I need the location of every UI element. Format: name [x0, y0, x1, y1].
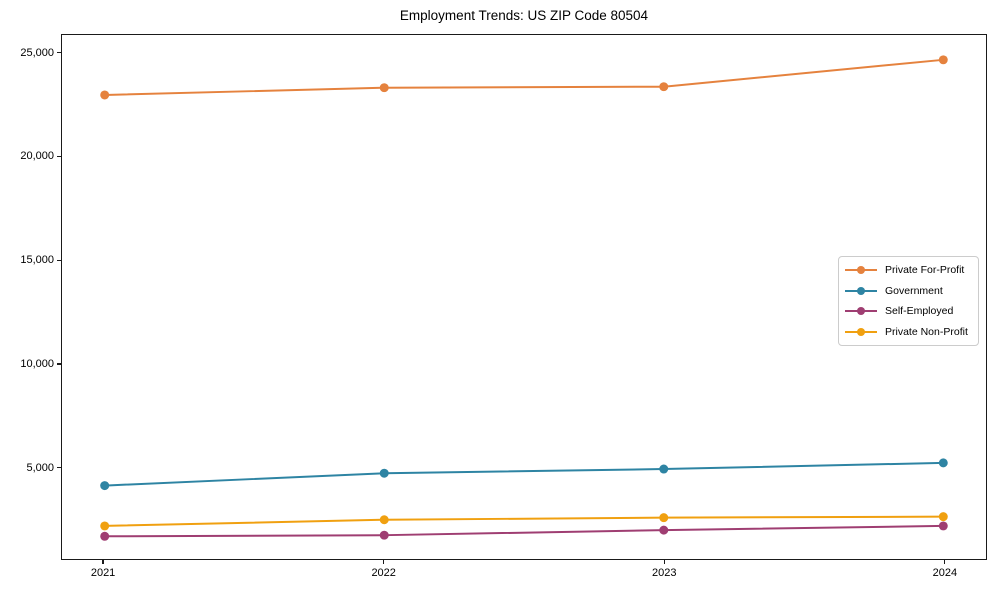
data-point [659, 82, 669, 92]
y-tick-mark [57, 259, 61, 261]
data-point [379, 530, 389, 540]
legend-item: Private Non-Profit [845, 322, 972, 343]
data-point [100, 531, 110, 541]
series-line [104, 461, 944, 487]
x-tick-mark [944, 560, 946, 564]
y-tick-label: 25,000 [20, 46, 54, 59]
legend-label: Private For-Profit [885, 264, 965, 277]
data-point [938, 55, 948, 65]
y-tick-label: 10,000 [20, 357, 54, 370]
data-point [659, 525, 669, 535]
legend-label: Government [885, 284, 943, 297]
y-tick-mark [57, 155, 61, 157]
y-tick-mark [57, 52, 61, 54]
chart-title: Employment Trends: US ZIP Code 80504 [399, 8, 649, 23]
plot-area: Private For-Profit Government Self-Employe… [61, 34, 987, 560]
x-tick-label: 2023 [652, 567, 677, 579]
legend-label: Private Non-Profit [885, 325, 968, 338]
data-point [100, 90, 110, 100]
legend-line-marker-icon [845, 265, 877, 275]
data-point [938, 458, 948, 468]
y-tick-label: 20,000 [20, 150, 54, 163]
y-tick-label: 15,000 [20, 254, 54, 267]
y-tick-mark [57, 363, 61, 365]
x-tick-label: 2021 [90, 567, 116, 579]
data-point [938, 521, 948, 531]
x-tick-label: 2022 [371, 567, 396, 579]
series-line [104, 524, 944, 538]
legend-line-marker-icon [845, 306, 877, 316]
data-point [659, 464, 669, 474]
data-point [379, 468, 389, 478]
x-tick-mark [663, 560, 665, 564]
legend-line-marker-icon [845, 286, 877, 296]
legend-item: Government [845, 281, 972, 302]
y-tick-label: 5,000 [26, 461, 54, 474]
data-point [659, 513, 669, 523]
x-tick-label: 2024 [932, 567, 958, 579]
legend-line-marker-icon [845, 327, 877, 337]
data-point [100, 481, 110, 491]
y-tick-mark [57, 467, 61, 469]
data-point [379, 83, 389, 93]
legend-item: Private For-Profit [845, 260, 972, 281]
data-point [100, 521, 110, 531]
series-line [104, 515, 944, 527]
data-point [938, 512, 948, 522]
legend-label: Self-Employed [885, 305, 954, 318]
x-tick-mark [102, 560, 104, 564]
x-tick-mark [383, 560, 385, 564]
data-point [379, 515, 389, 525]
legend: Private For-Profit Government Self-Employe… [838, 256, 979, 346]
series-line [104, 58, 944, 96]
line-series-canvas [100, 55, 948, 541]
legend-item: Self-Employed [845, 301, 972, 322]
